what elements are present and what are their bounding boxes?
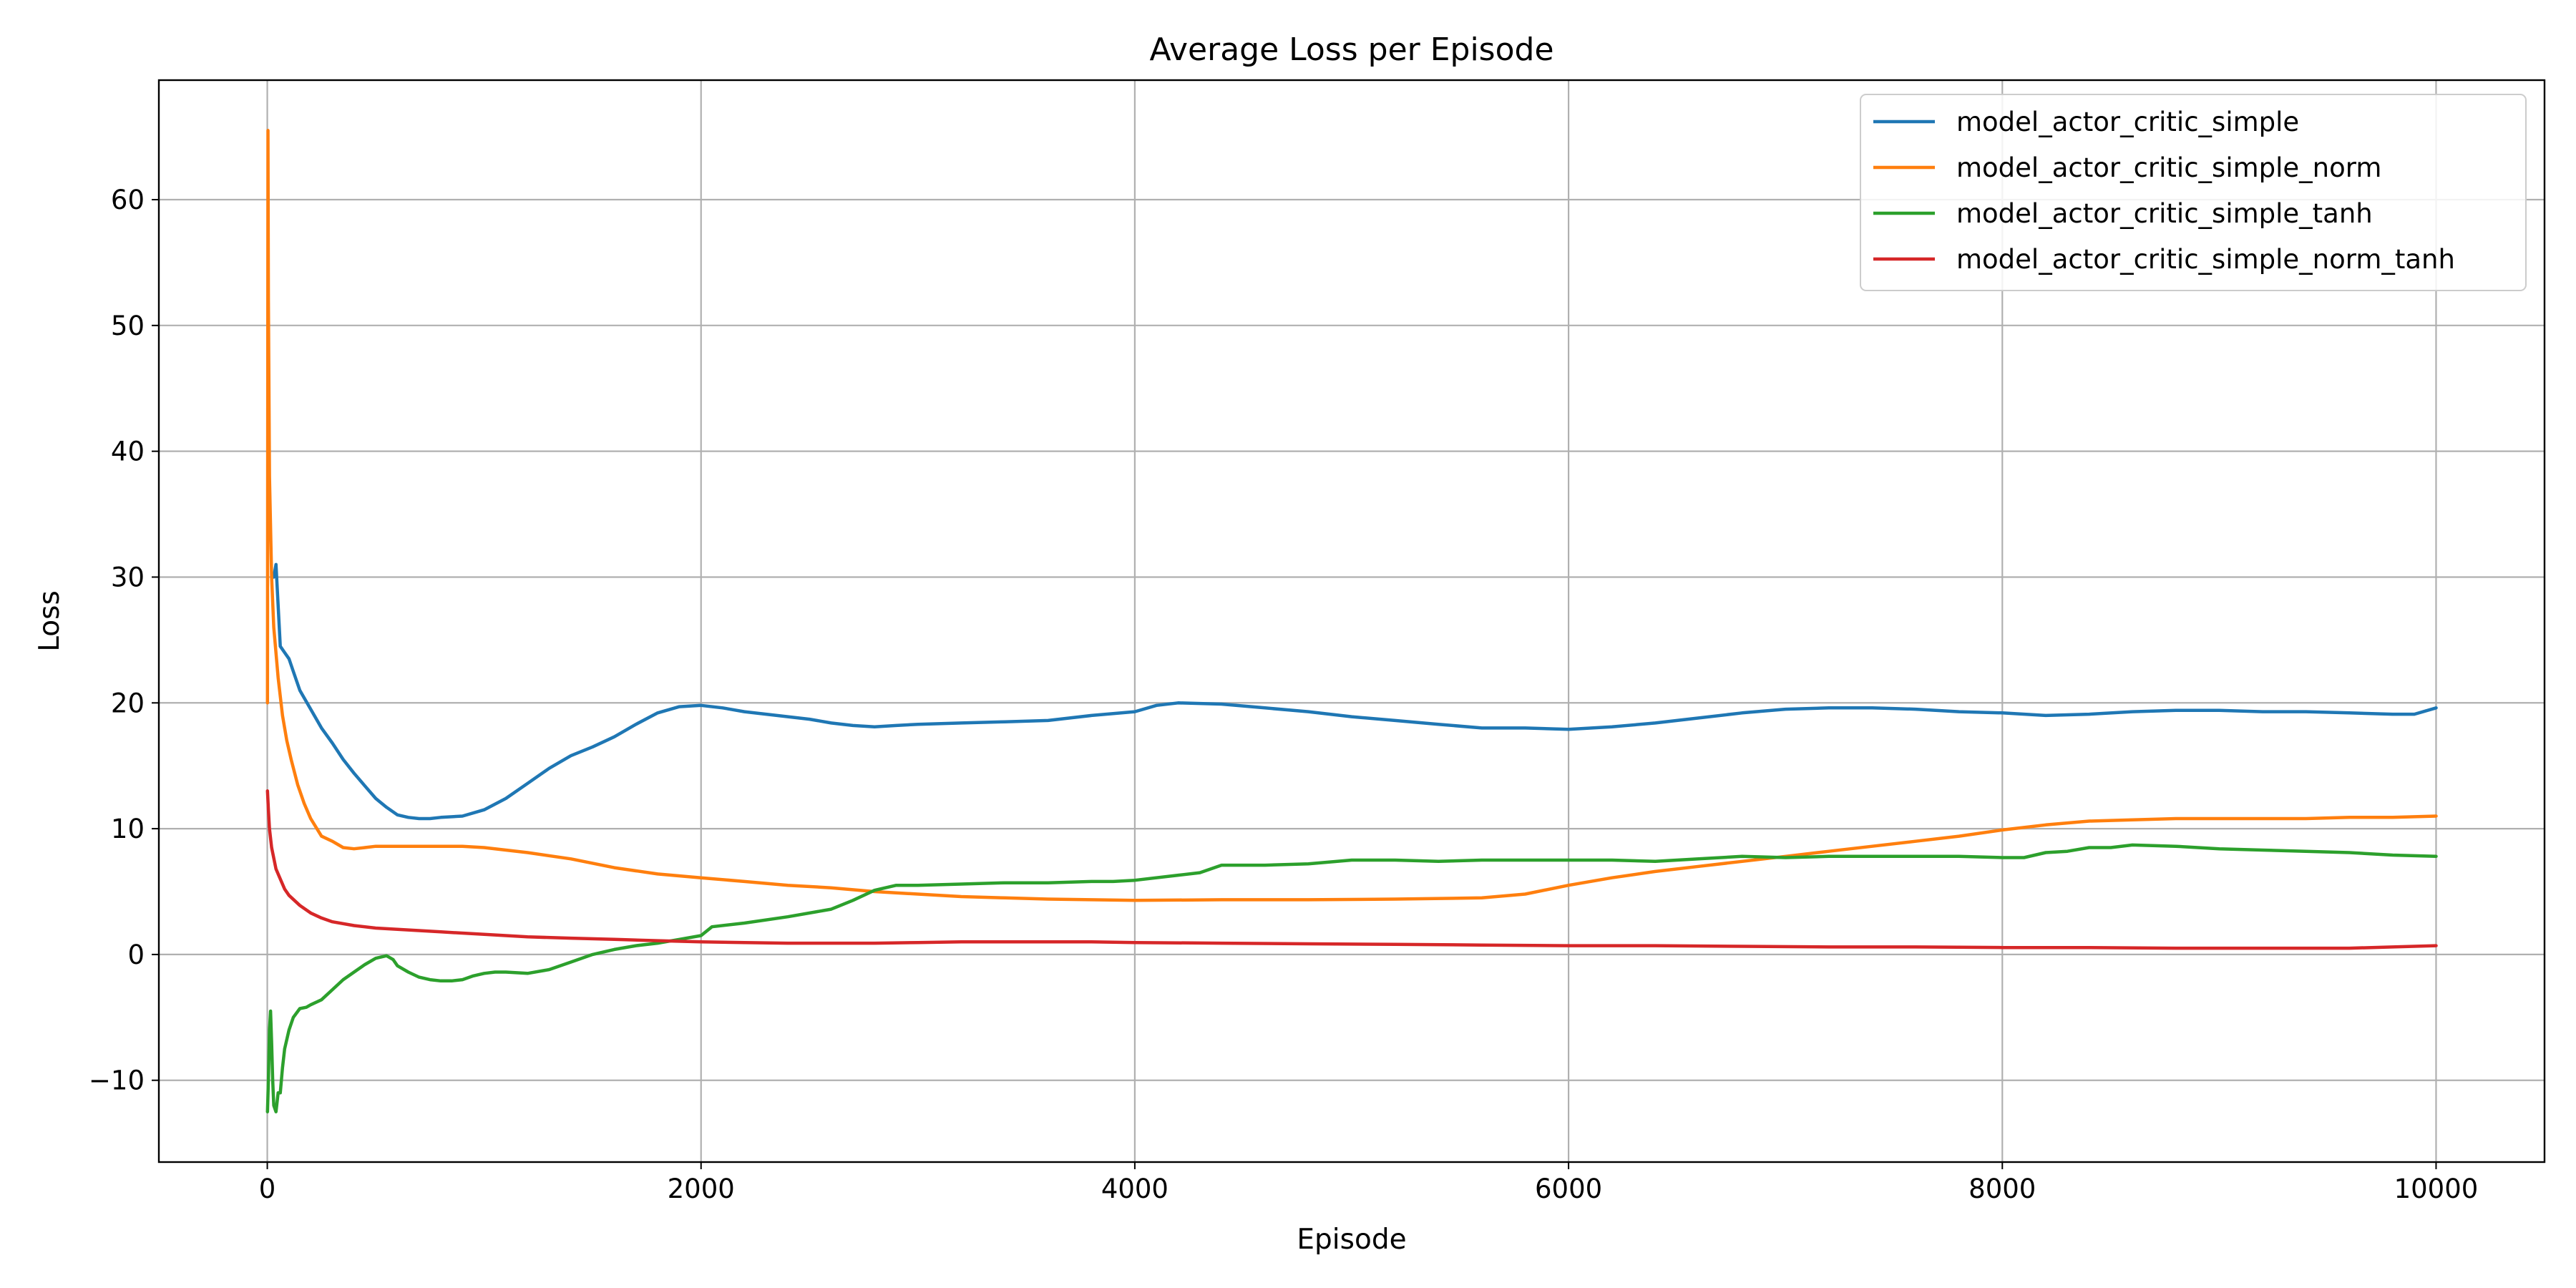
legend-box — [1860, 94, 2527, 291]
legend-label: model_actor_critic_simple_norm — [1956, 152, 2381, 183]
series-line-2 — [265, 129, 2438, 902]
chart-title: Average Loss per Episode — [1149, 31, 1553, 68]
plot-area-frame — [157, 79, 2546, 1163]
grid-lines — [159, 80, 2545, 1162]
y-tick-label: 0 — [127, 940, 145, 970]
legend-label: model_actor_critic_simple_tanh — [1956, 198, 2373, 229]
series-line-4 — [265, 789, 2438, 950]
legend-label: model_actor_critic_simple_norm_tanh — [1956, 244, 2455, 275]
x-tick-label: 8000 — [1968, 1174, 2036, 1204]
axis-ticks: 0 2000 4000 6000 8000 10000 −10 0 10 20 30 40 50 60 — [89, 185, 2478, 1204]
y-tick-label: 50 — [111, 311, 145, 341]
series-line-3 — [265, 843, 2438, 1113]
series-lines — [265, 129, 2438, 1113]
y-tick-label: 40 — [111, 436, 145, 467]
x-tick-label: 2000 — [668, 1174, 735, 1204]
y-tick-label: 20 — [111, 688, 145, 718]
y-tick-label: 60 — [111, 185, 145, 215]
legend-label: model_actor_critic_simple — [1956, 107, 2299, 137]
legend: model_actor_critic_simple model_actor_cri… — [1860, 94, 2527, 291]
x-tick-label: 10000 — [2394, 1174, 2479, 1204]
y-axis-label: Loss — [34, 590, 66, 652]
x-axis-label: Episode — [1297, 1224, 1406, 1256]
x-tick-label: 6000 — [1535, 1174, 1602, 1204]
x-tick-label: 4000 — [1101, 1174, 1169, 1204]
y-tick-label: 30 — [111, 562, 145, 592]
series-line-1 — [272, 562, 2438, 821]
x-tick-label: 0 — [259, 1174, 276, 1204]
y-tick-label: −10 — [89, 1065, 145, 1096]
y-tick-label: 10 — [111, 814, 145, 844]
